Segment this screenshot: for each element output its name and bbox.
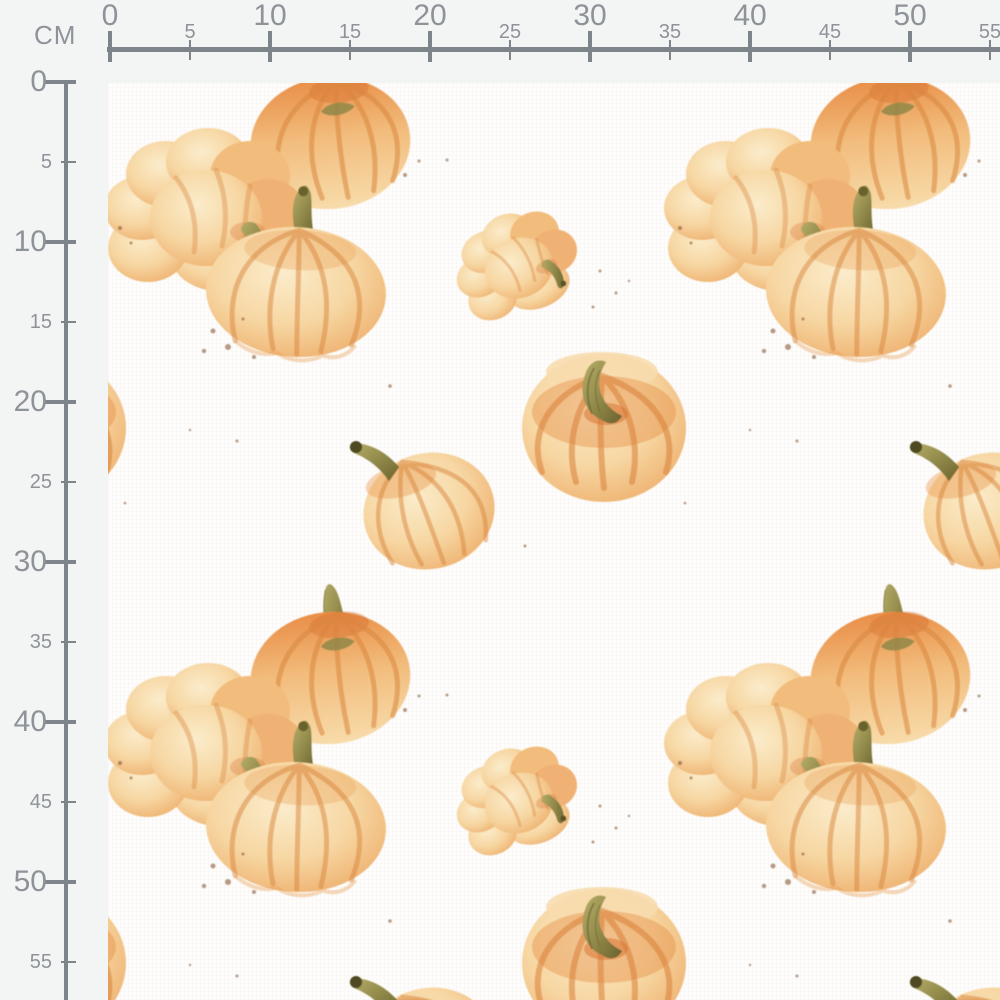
ruler-tick-label: 55 bbox=[978, 21, 1000, 43]
fabric-pattern-preview bbox=[108, 83, 1000, 1000]
ruler-tick-label: 10 bbox=[253, 0, 287, 32]
ruler-tick bbox=[588, 31, 592, 62]
ruler-tick bbox=[45, 80, 76, 84]
ruler-tick-label: 25 bbox=[498, 21, 522, 43]
ruler-tick-label: 5 bbox=[40, 151, 52, 173]
ruler-tick bbox=[188, 40, 192, 60]
ruler-tick bbox=[45, 240, 76, 244]
ruler-tick bbox=[61, 320, 76, 324]
ruler-tick-label: 45 bbox=[29, 791, 52, 813]
ruler-tick-label: 55 bbox=[29, 951, 52, 973]
ruler-tick bbox=[988, 40, 992, 60]
ruler-tick bbox=[45, 720, 76, 724]
ruler-tick-label: 20 bbox=[13, 385, 47, 418]
ruler-tick-label: 35 bbox=[29, 631, 52, 653]
ruler-tick-label: 10 bbox=[13, 225, 47, 258]
pattern-tile bbox=[108, 577, 686, 1000]
ruler-tick-label: 40 bbox=[13, 705, 47, 738]
ruler-top-line bbox=[107, 47, 1000, 52]
ruler-tick bbox=[268, 31, 272, 62]
ruler-unit-label: CM bbox=[34, 20, 77, 50]
pattern-tile bbox=[108, 83, 686, 583]
pattern-tile bbox=[664, 577, 1000, 1000]
ruler-tick-label: 35 bbox=[658, 21, 682, 43]
ruler-tick-label: 45 bbox=[818, 21, 842, 43]
ruler-tick bbox=[45, 560, 76, 564]
ruler-tick-label: 50 bbox=[13, 865, 47, 898]
ruler-tick bbox=[508, 40, 512, 60]
ruler-left-line bbox=[63, 80, 68, 1000]
ruler-tick bbox=[45, 880, 76, 884]
ruler-tick-label: 30 bbox=[13, 545, 47, 578]
ruler-tick bbox=[828, 40, 832, 60]
pattern-tile bbox=[664, 83, 1000, 583]
ruler-tick bbox=[108, 31, 112, 62]
ruler-tick bbox=[61, 640, 76, 644]
ruler-tick-label: 0 bbox=[101, 0, 119, 32]
ruler-tick bbox=[61, 960, 76, 964]
ruler-tick-label: 0 bbox=[30, 65, 47, 98]
ruler-tick-label: 20 bbox=[413, 0, 447, 32]
ruler-tick bbox=[348, 40, 352, 60]
ruler-tick bbox=[61, 160, 76, 164]
pumpkin-pattern-svg bbox=[108, 83, 1000, 1000]
ruler-tick-label: 50 bbox=[893, 0, 927, 32]
ruler-tick-label: 25 bbox=[29, 471, 52, 493]
ruler-tick bbox=[45, 400, 76, 404]
ruler-tick bbox=[428, 31, 432, 62]
ruler-tick bbox=[908, 31, 912, 62]
pattern-tile bbox=[108, 83, 126, 583]
ruler-tick-label: 30 bbox=[573, 0, 607, 32]
ruler-tick bbox=[668, 40, 672, 60]
ruler-tick-label: 15 bbox=[338, 21, 362, 43]
ruler-tick bbox=[748, 31, 752, 62]
ruler-tick-label: 15 bbox=[29, 311, 52, 333]
ruler-tick-label: 40 bbox=[733, 0, 767, 32]
ruler-tick-label: 5 bbox=[184, 21, 196, 43]
ruler-tick bbox=[61, 800, 76, 804]
ruler-tick bbox=[61, 480, 76, 484]
